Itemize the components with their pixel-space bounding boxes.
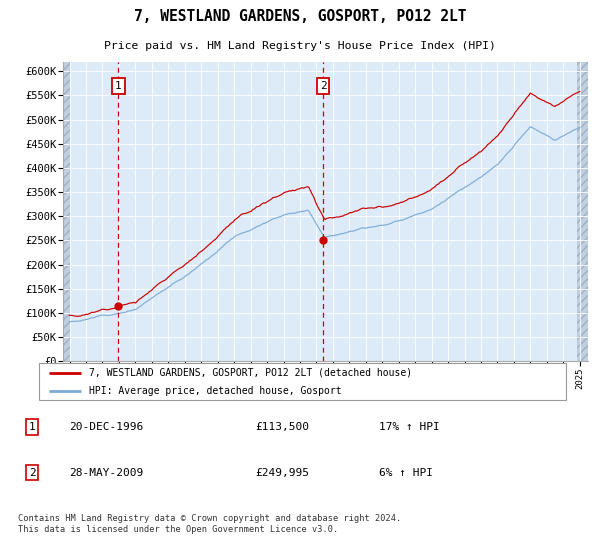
Text: 28-MAY-2009: 28-MAY-2009 xyxy=(69,468,143,478)
FancyBboxPatch shape xyxy=(38,363,566,400)
Text: 6% ↑ HPI: 6% ↑ HPI xyxy=(379,468,433,478)
Bar xyxy=(63,62,70,361)
Text: Price paid vs. HM Land Registry's House Price Index (HPI): Price paid vs. HM Land Registry's House … xyxy=(104,41,496,51)
Text: Contains HM Land Registry data © Crown copyright and database right 2024.
This d: Contains HM Land Registry data © Crown c… xyxy=(18,514,401,534)
Text: 7, WESTLAND GARDENS, GOSPORT, PO12 2LT (detached house): 7, WESTLAND GARDENS, GOSPORT, PO12 2LT (… xyxy=(89,368,413,377)
Text: 7, WESTLAND GARDENS, GOSPORT, PO12 2LT: 7, WESTLAND GARDENS, GOSPORT, PO12 2LT xyxy=(134,9,466,24)
Text: 20-DEC-1996: 20-DEC-1996 xyxy=(69,422,143,432)
Text: HPI: Average price, detached house, Gosport: HPI: Average price, detached house, Gosp… xyxy=(89,386,342,396)
Text: 17% ↑ HPI: 17% ↑ HPI xyxy=(379,422,440,432)
Text: 2: 2 xyxy=(320,81,326,91)
Text: 1: 1 xyxy=(115,81,122,91)
Text: 2: 2 xyxy=(29,468,35,478)
Bar xyxy=(577,62,588,361)
Text: £249,995: £249,995 xyxy=(255,468,309,478)
Text: £113,500: £113,500 xyxy=(255,422,309,432)
Bar xyxy=(63,62,70,361)
Text: 1: 1 xyxy=(29,422,35,432)
Bar xyxy=(577,62,588,361)
